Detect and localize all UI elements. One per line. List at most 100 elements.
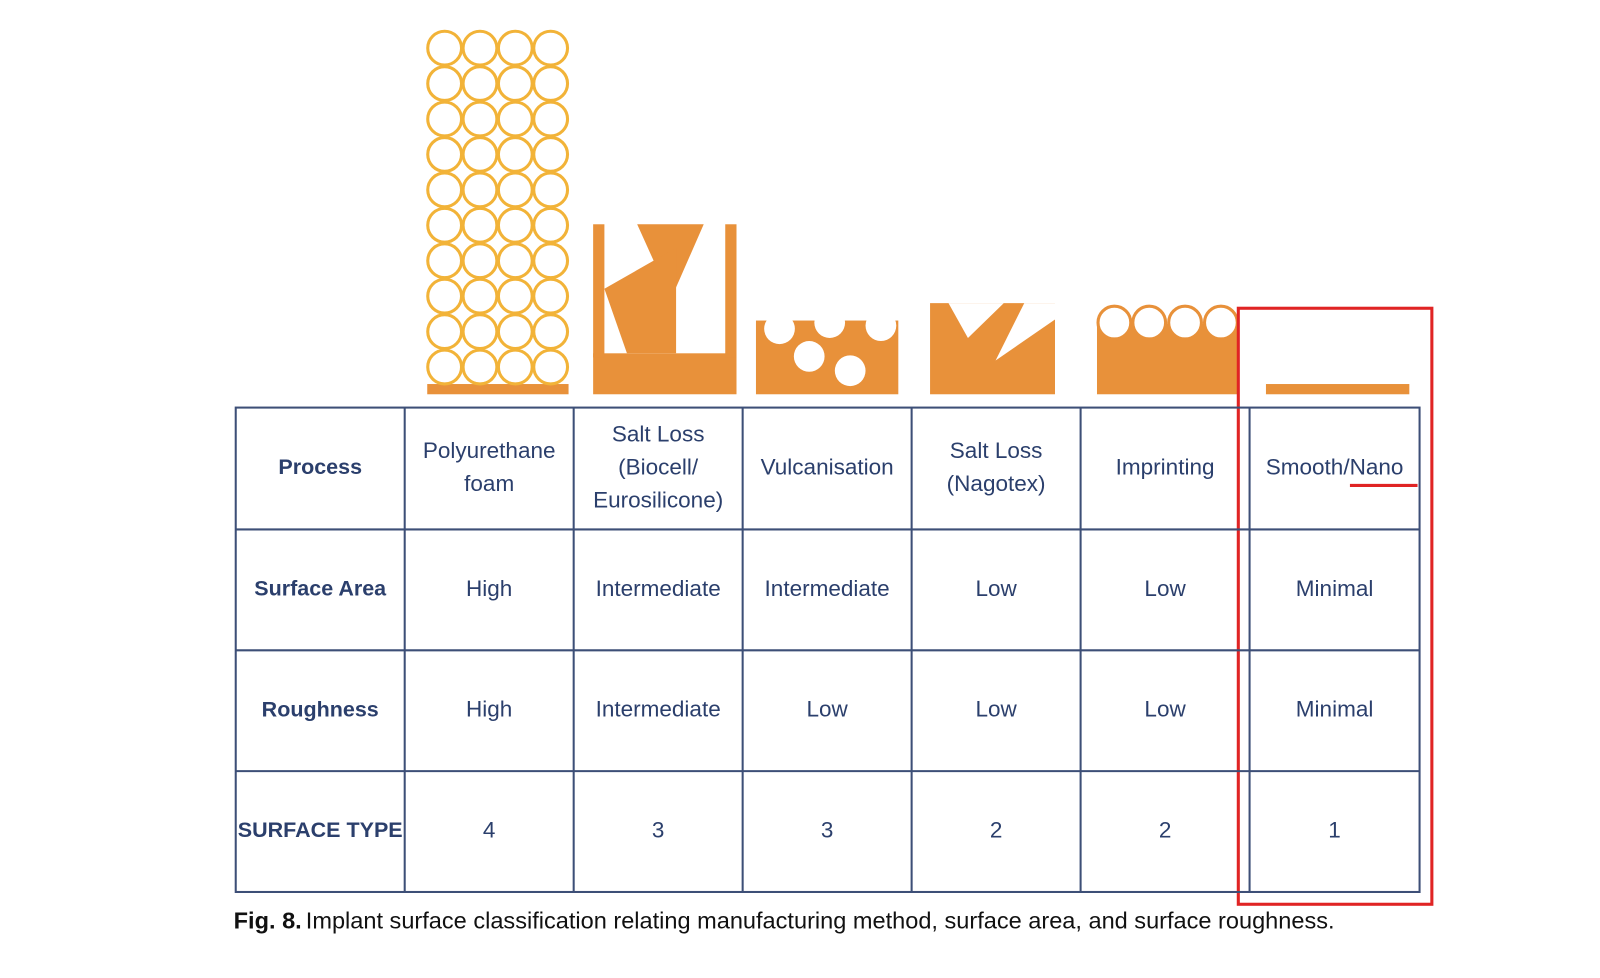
foam-cell — [496, 277, 534, 315]
table-cell: Polyurethane foam — [423, 438, 556, 496]
foam-cell — [532, 171, 570, 209]
nagotex-pit — [995, 303, 1055, 361]
foam-cell — [426, 348, 464, 386]
table-cell: Vulcanisation — [761, 454, 894, 479]
cell-line: Imprinting — [1116, 454, 1215, 479]
table-cell: Low — [1144, 697, 1186, 722]
imprint-dimple — [1096, 304, 1133, 341]
table-cell: Minimal — [1296, 576, 1374, 601]
foam-cell — [461, 171, 499, 209]
vulcanisation-pore — [865, 310, 897, 342]
foam-cell — [532, 313, 570, 351]
foam-cell — [461, 29, 499, 67]
table-cell: 4 — [483, 818, 496, 843]
table-cell: Imprinting — [1116, 454, 1215, 479]
table-cell: Low — [975, 697, 1017, 722]
table-cell: 2 — [1159, 818, 1172, 843]
cell-line: (Nagotex) — [947, 471, 1046, 496]
cell-line: Salt Loss — [612, 422, 705, 447]
foam-cell — [461, 65, 499, 102]
foam-cell — [426, 135, 464, 173]
cell-line: Smooth/Nano — [1266, 454, 1404, 479]
table-cell: Low — [806, 697, 848, 722]
table-cell: Minimal — [1296, 697, 1374, 722]
foam-cell — [426, 29, 464, 67]
foam-cell — [461, 313, 499, 351]
table-cell: Salt Loss (Biocell/Eurosilicone) — [593, 422, 723, 513]
foam-cell — [532, 29, 570, 67]
cell-line: Polyurethane — [423, 438, 556, 463]
foam-cell — [496, 29, 534, 67]
foam-cell — [532, 135, 570, 173]
table-cell: Low — [1144, 576, 1186, 601]
cell-line: Vulcanisation — [761, 454, 894, 479]
foam-cell — [426, 277, 464, 315]
imprint-dimple — [1202, 304, 1239, 341]
cell-line: foam — [464, 471, 514, 496]
table-cell: Intermediate — [765, 576, 890, 601]
vulcanisation-pore — [814, 307, 846, 338]
foam-cell — [426, 100, 464, 138]
row-header: Process — [278, 455, 362, 479]
foam-cell — [496, 171, 534, 209]
foam-base — [427, 384, 569, 395]
cell-line: Salt Loss — [950, 438, 1043, 463]
foam-cell — [461, 100, 499, 138]
table-cell: High — [466, 697, 512, 722]
foam-cell — [426, 65, 464, 102]
smooth-base — [1265, 384, 1410, 395]
foam-cell — [496, 65, 534, 102]
row-header: SURFACE TYPE — [238, 818, 403, 842]
cell-line: Eurosilicone) — [593, 487, 723, 512]
table-cell: Smooth/Nano — [1266, 454, 1404, 479]
biocell-wall — [725, 224, 737, 358]
foam-cell — [461, 348, 499, 386]
vulcanisation-pore — [793, 341, 825, 372]
caption: Fig. 8. Implant surface classification re… — [234, 908, 1335, 934]
row-header: Surface Area — [254, 577, 387, 601]
vulcanisation-pore — [764, 313, 795, 345]
cell-line: (Biocell/ — [618, 454, 699, 479]
imprint-dimple — [1131, 304, 1168, 341]
biocell-base — [593, 353, 737, 395]
imprint-dimple — [1167, 304, 1203, 341]
biocell-wedge — [604, 247, 677, 354]
foam-cell — [496, 348, 534, 386]
biocell-wall — [593, 224, 605, 358]
table-cell: Salt Loss (Nagotex) — [947, 438, 1046, 496]
foam-cell — [496, 135, 534, 173]
table-cell: 3 — [652, 818, 665, 843]
foam-cell — [426, 171, 464, 209]
vulcanisation-pore — [834, 355, 866, 387]
foam-cell — [532, 242, 570, 280]
table-cell: 2 — [990, 818, 1003, 843]
foam-cell — [496, 242, 534, 280]
foam-cell — [532, 206, 570, 244]
foam-cell — [426, 313, 464, 351]
foam-cell — [461, 277, 499, 315]
caption-label: Fig. 8. — [234, 908, 302, 934]
caption-text: Implant surface classification relating … — [306, 908, 1335, 934]
table-cell: High — [466, 576, 512, 601]
table-cell: Low — [975, 576, 1017, 601]
foam-cell — [532, 65, 570, 102]
table-cell: Intermediate — [596, 697, 721, 722]
foam-cell — [532, 348, 570, 386]
foam-cell — [426, 242, 464, 280]
foam-cell — [496, 313, 534, 351]
nagotex-pit — [948, 303, 1004, 338]
row-header: Roughness — [262, 697, 379, 721]
foam-cell — [426, 206, 464, 244]
foam-cell — [532, 100, 570, 138]
table-cell: 3 — [821, 818, 834, 843]
table-cell: Intermediate — [596, 576, 721, 601]
table-cell: 1 — [1328, 818, 1341, 843]
foam-cell — [532, 277, 570, 315]
foam-cell — [461, 135, 499, 173]
foam-cell — [461, 206, 499, 244]
foam-cell — [461, 242, 499, 280]
highlight-box — [1236, 306, 1434, 906]
foam-cell — [496, 100, 534, 138]
surface-illustrations — [426, 29, 1410, 395]
